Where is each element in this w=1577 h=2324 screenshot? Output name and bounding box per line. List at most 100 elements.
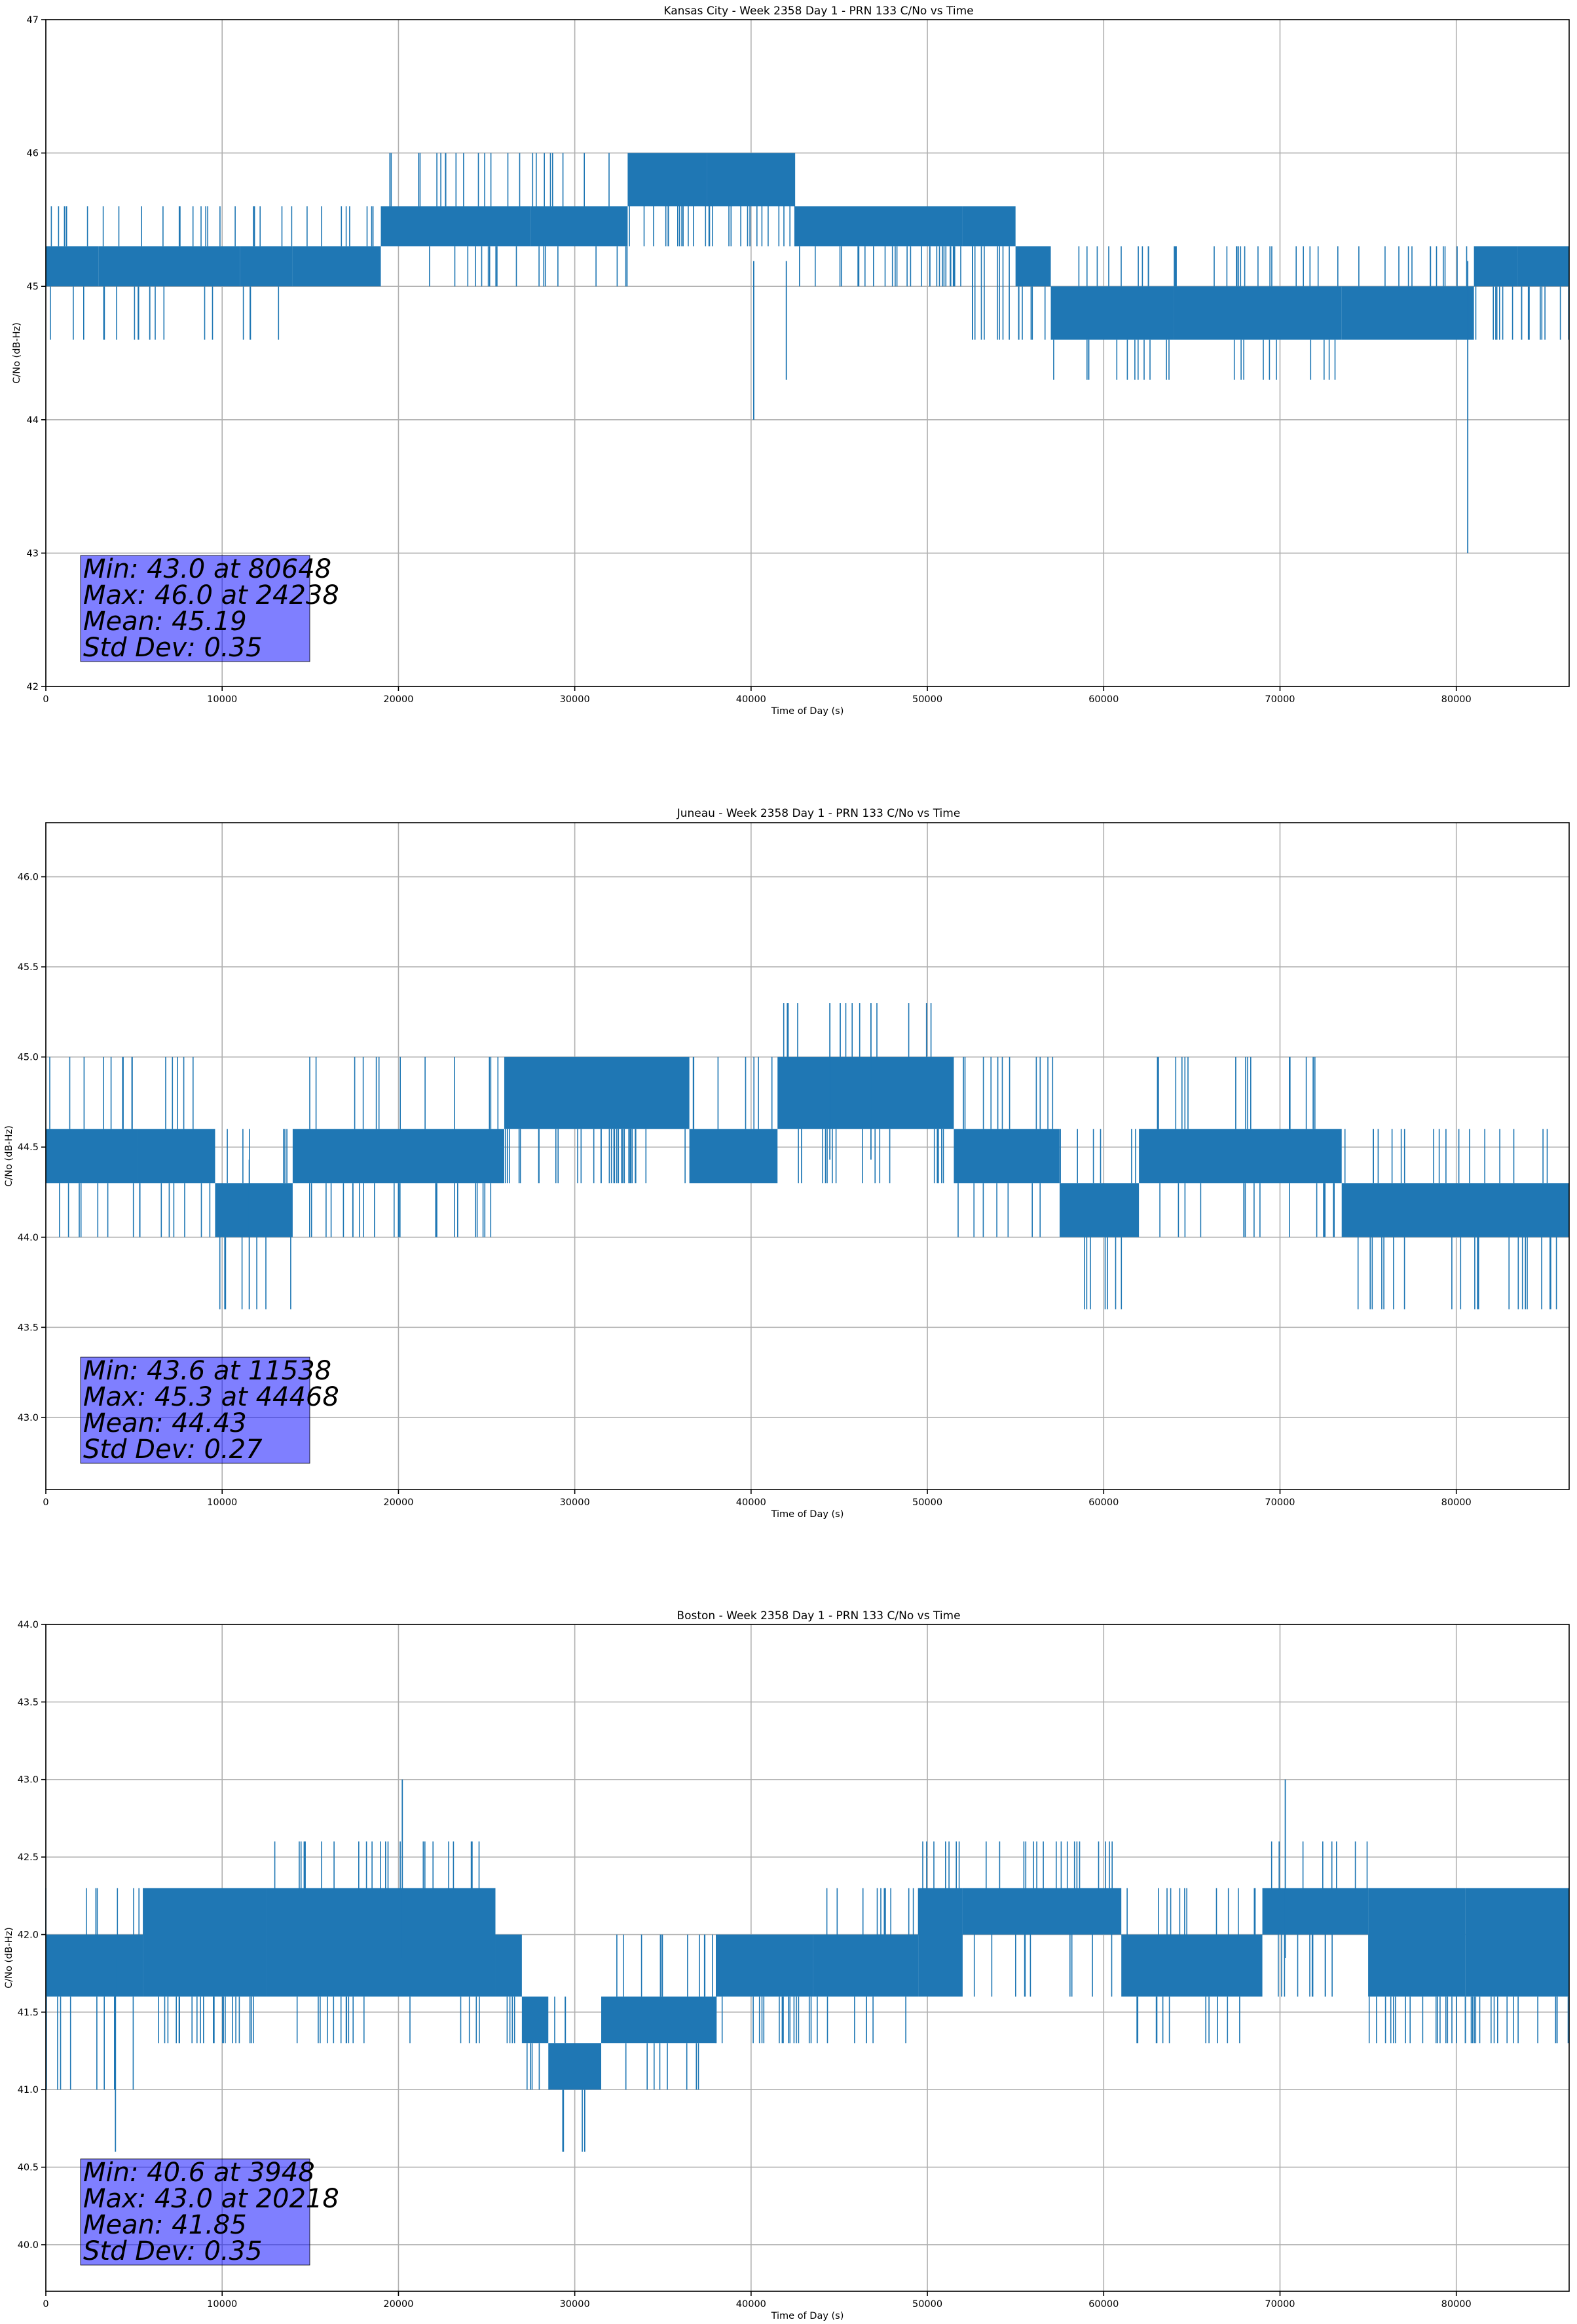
cno-spikes (616, 1934, 713, 2090)
cno-spikes (957, 1057, 1054, 1237)
cno-band (1262, 1888, 1369, 1935)
cno-band (601, 1996, 716, 2044)
cno-spikes (158, 1996, 254, 2044)
cno-band (548, 2043, 602, 2090)
stat-max: Max: 46.0 at 24238 (83, 580, 339, 610)
cno-spikes (242, 206, 293, 340)
x-tick-label: 20000 (383, 694, 413, 705)
cno-spikes (527, 2043, 540, 2090)
cno-band (215, 1183, 293, 1237)
y-tick-label: 45 (27, 282, 39, 292)
x-tick-label: 80000 (1441, 694, 1472, 705)
y-tick-label: 46.0 (18, 872, 39, 883)
cno-band (240, 246, 293, 287)
y-tick-label: 47 (27, 15, 39, 26)
stat-max: Max: 43.0 at 20218 (83, 2184, 339, 2214)
y-tick-label: 42.0 (18, 1930, 39, 1940)
x-tick-label: 10000 (207, 1497, 237, 1508)
cno-band (1341, 286, 1474, 340)
cno-band (495, 1934, 522, 1997)
x-tick-label: 50000 (912, 2299, 942, 2310)
cno-band (266, 1888, 496, 1997)
x-tick-label: 60000 (1088, 2299, 1119, 2310)
subplot-juneau: Juneau - Week 2358 Day 1 - PRN 133 C/No … (4, 807, 1570, 1520)
cno-spikes (708, 206, 796, 247)
stat-std-dev: Std Dev: 0.35 (83, 2236, 263, 2266)
x-axis-label: Time of Day (s) (771, 1509, 844, 1520)
cno-spikes (973, 1841, 1113, 1997)
stats-box (80, 555, 310, 662)
y-tick-label: 44.0 (18, 1620, 39, 1630)
x-tick-label: 30000 (560, 694, 590, 705)
x-tick-label: 20000 (383, 1497, 413, 1508)
cno-spikes (922, 1841, 960, 1888)
cno-spikes (1018, 286, 1046, 340)
cno-spikes (1368, 1996, 1457, 2044)
cno-band (1050, 286, 1174, 340)
x-tick-label: 30000 (560, 1497, 590, 1508)
y-axis-label: C/No (dB-Hz) (12, 322, 22, 384)
cno-spikes (505, 1129, 686, 1184)
cno-spikes (715, 1996, 812, 2044)
cno-spikes (102, 206, 236, 340)
x-tick-label: 30000 (560, 2299, 590, 2310)
y-tick-label: 43.5 (18, 1322, 39, 1333)
cno-band (1368, 1888, 1466, 1997)
stat-std-dev: Std Dev: 0.27 (83, 1434, 263, 1465)
x-tick-label: 80000 (1441, 1497, 1472, 1508)
cno-band (46, 246, 99, 287)
cno-band (46, 1934, 143, 1997)
stat-min: Min: 43.0 at 80648 (83, 554, 331, 584)
cno-band (707, 153, 796, 207)
cno-band (1474, 246, 1518, 287)
stat-mean: Mean: 44.43 (83, 1408, 247, 1438)
y-tick-label: 42 (27, 682, 39, 692)
stat-max: Max: 45.3 at 44468 (83, 1382, 339, 1412)
y-tick-label: 40.0 (18, 2240, 39, 2251)
stat-std-dev: Std Dev: 0.35 (83, 633, 263, 663)
cno-band (1517, 246, 1569, 287)
y-tick-label: 46 (27, 149, 39, 159)
y-tick-label: 43 (27, 548, 39, 559)
x-tick-label: 0 (43, 2299, 48, 2310)
cno-band (98, 246, 240, 287)
cno-band (962, 206, 1016, 247)
stats-box (80, 2158, 310, 2266)
cno-spikes (139, 1057, 211, 1237)
cno-spikes (506, 1996, 515, 2044)
x-tick-label: 60000 (1088, 1497, 1119, 1508)
cno-band (292, 1129, 504, 1184)
cno-spikes (274, 1841, 480, 2044)
x-tick-label: 0 (43, 1497, 48, 1508)
cno-spikes (1157, 1057, 1335, 1237)
cno-spikes (50, 206, 88, 340)
x-tick-label: 0 (43, 694, 48, 705)
cno-spikes (309, 1057, 499, 1237)
y-tick-label: 43.0 (18, 1413, 39, 1423)
cno-spikes (306, 206, 374, 247)
subplot-kansas-city: Kansas City - Week 2358 Day 1 - PRN 133 … (12, 5, 1570, 717)
x-tick-label: 70000 (1265, 694, 1295, 705)
y-tick-label: 44 (27, 415, 39, 426)
x-tick-label: 70000 (1265, 2299, 1295, 2310)
x-axis-label: Time of Day (s) (771, 2311, 844, 2321)
cno-band (504, 1057, 690, 1129)
cno-band (813, 1934, 919, 1997)
y-tick-label: 42.5 (18, 1852, 39, 1863)
cno-band (1341, 1183, 1569, 1237)
plot-frame (45, 822, 1570, 1490)
cno-spikes (799, 246, 961, 287)
cno-band (918, 1888, 963, 1997)
cno-band (380, 206, 531, 247)
y-tick-label: 41.5 (18, 2008, 39, 2018)
cno-band (46, 1129, 138, 1184)
y-tick-label: 40.5 (18, 2163, 39, 2173)
cno-band (777, 1057, 954, 1129)
plot-title: Boston - Week 2358 Day 1 - PRN 133 C/No … (677, 1609, 960, 1622)
cno-spikes (1271, 1841, 1368, 1997)
cno-spikes (1358, 246, 1468, 287)
plot-frame (45, 19, 1570, 687)
x-tick-label: 50000 (912, 1497, 942, 1508)
cno-spikes (1464, 1996, 1569, 2044)
cno-spikes (389, 153, 521, 287)
